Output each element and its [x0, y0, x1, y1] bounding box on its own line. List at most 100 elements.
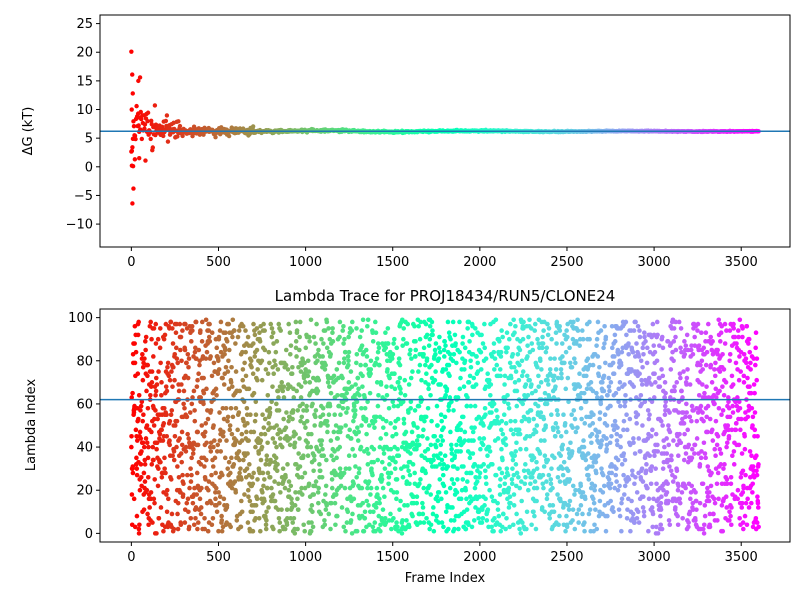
lambda-point [214, 509, 220, 515]
lambda-point [159, 474, 165, 480]
lambda-point [183, 449, 189, 454]
lambda-point [677, 496, 683, 502]
delta-g-point [152, 103, 158, 108]
lambda-point [749, 405, 755, 411]
lambda-point [313, 479, 319, 484]
lambda-point [270, 492, 276, 497]
lambda-point [491, 349, 497, 355]
lambda-point [408, 451, 413, 456]
lambda-point [635, 412, 641, 418]
lambda-point [539, 367, 544, 372]
lambda-point [621, 418, 627, 424]
lambda-point [166, 496, 171, 502]
lambda-point [253, 412, 259, 418]
lambda-point [187, 485, 192, 491]
lambda-point [265, 392, 271, 398]
lambda-point [245, 520, 251, 525]
lambda-point [553, 421, 559, 426]
lambda-point [593, 459, 599, 465]
lambda-point [288, 343, 294, 348]
lambda-point [573, 487, 578, 493]
lambda-point [492, 367, 497, 372]
lambda-point [228, 380, 234, 385]
lambda-point [569, 449, 575, 454]
lambda-point [400, 518, 405, 523]
lambda-point [157, 326, 163, 331]
lambda-point [566, 399, 571, 405]
lambda-point [384, 392, 390, 398]
lambda-point [735, 328, 741, 333]
lambda-point [523, 446, 529, 452]
lambda-point [542, 453, 548, 459]
lambda-point [614, 438, 620, 443]
lambda-point [610, 505, 615, 510]
lambda-point [608, 498, 614, 504]
lambda-point [551, 373, 557, 379]
lambda-point [465, 395, 470, 400]
lambda-point [251, 470, 256, 476]
lambda-point [252, 332, 258, 338]
lambda-point [721, 367, 727, 372]
lambda-point [375, 457, 381, 463]
lambda-point [703, 330, 709, 336]
lambda-point [151, 354, 156, 359]
lambda-point [400, 474, 406, 480]
lambda-point [377, 362, 382, 368]
lambda-point [634, 341, 639, 346]
lambda-point [136, 319, 141, 325]
lambda-point [593, 470, 599, 476]
lambda-point [623, 319, 629, 325]
lambda-point [698, 455, 704, 461]
lambda-point [458, 427, 464, 433]
lambda-point [550, 503, 556, 508]
lambda-point [291, 386, 296, 392]
lambda-point [156, 466, 161, 471]
lambda-point [167, 442, 172, 448]
lambda-point [443, 392, 448, 398]
lambda-point [607, 388, 612, 394]
lambda-point [169, 408, 175, 413]
lambda-point [194, 470, 200, 476]
lambda-point [468, 358, 473, 364]
lambda-point [482, 468, 488, 474]
lambda-point [215, 371, 221, 377]
delta-g-point [143, 158, 148, 163]
lambda-point [175, 511, 180, 517]
lambda-point [322, 492, 328, 497]
lambda-point [330, 339, 336, 344]
lambda-point [612, 418, 618, 424]
lambda-point [587, 507, 593, 512]
lambda-point [740, 490, 746, 495]
lambda-point [228, 524, 233, 530]
lambda-point [298, 418, 303, 424]
lambda-point [299, 485, 304, 491]
lambda-point [181, 481, 186, 487]
lambda-point [655, 442, 660, 448]
lambda-point [746, 341, 751, 346]
lambda-point [164, 492, 169, 497]
lambda-point [304, 418, 310, 424]
lambda-point [483, 481, 489, 487]
lambda-point [195, 526, 200, 532]
lambda-point [480, 442, 486, 448]
lambda-point [545, 321, 550, 327]
lambda-point [682, 339, 687, 344]
lambda-point [703, 362, 709, 368]
lambda-point [158, 459, 163, 465]
lambda-point [684, 332, 690, 338]
lambda-point [375, 403, 381, 409]
lambda-point [354, 352, 360, 357]
lambda-point [391, 515, 396, 521]
lambda-point [654, 358, 660, 364]
lambda-point [516, 377, 522, 383]
lambda-point [203, 356, 209, 361]
lambda-point [409, 429, 415, 435]
lambda-point [185, 431, 190, 437]
lambda-point [466, 380, 472, 385]
lambda-point [471, 438, 476, 443]
lambda-point [601, 345, 606, 351]
lambda-point [447, 352, 453, 357]
lambda-point [208, 408, 214, 413]
lambda-point [168, 412, 174, 418]
lambda-point [325, 423, 330, 428]
